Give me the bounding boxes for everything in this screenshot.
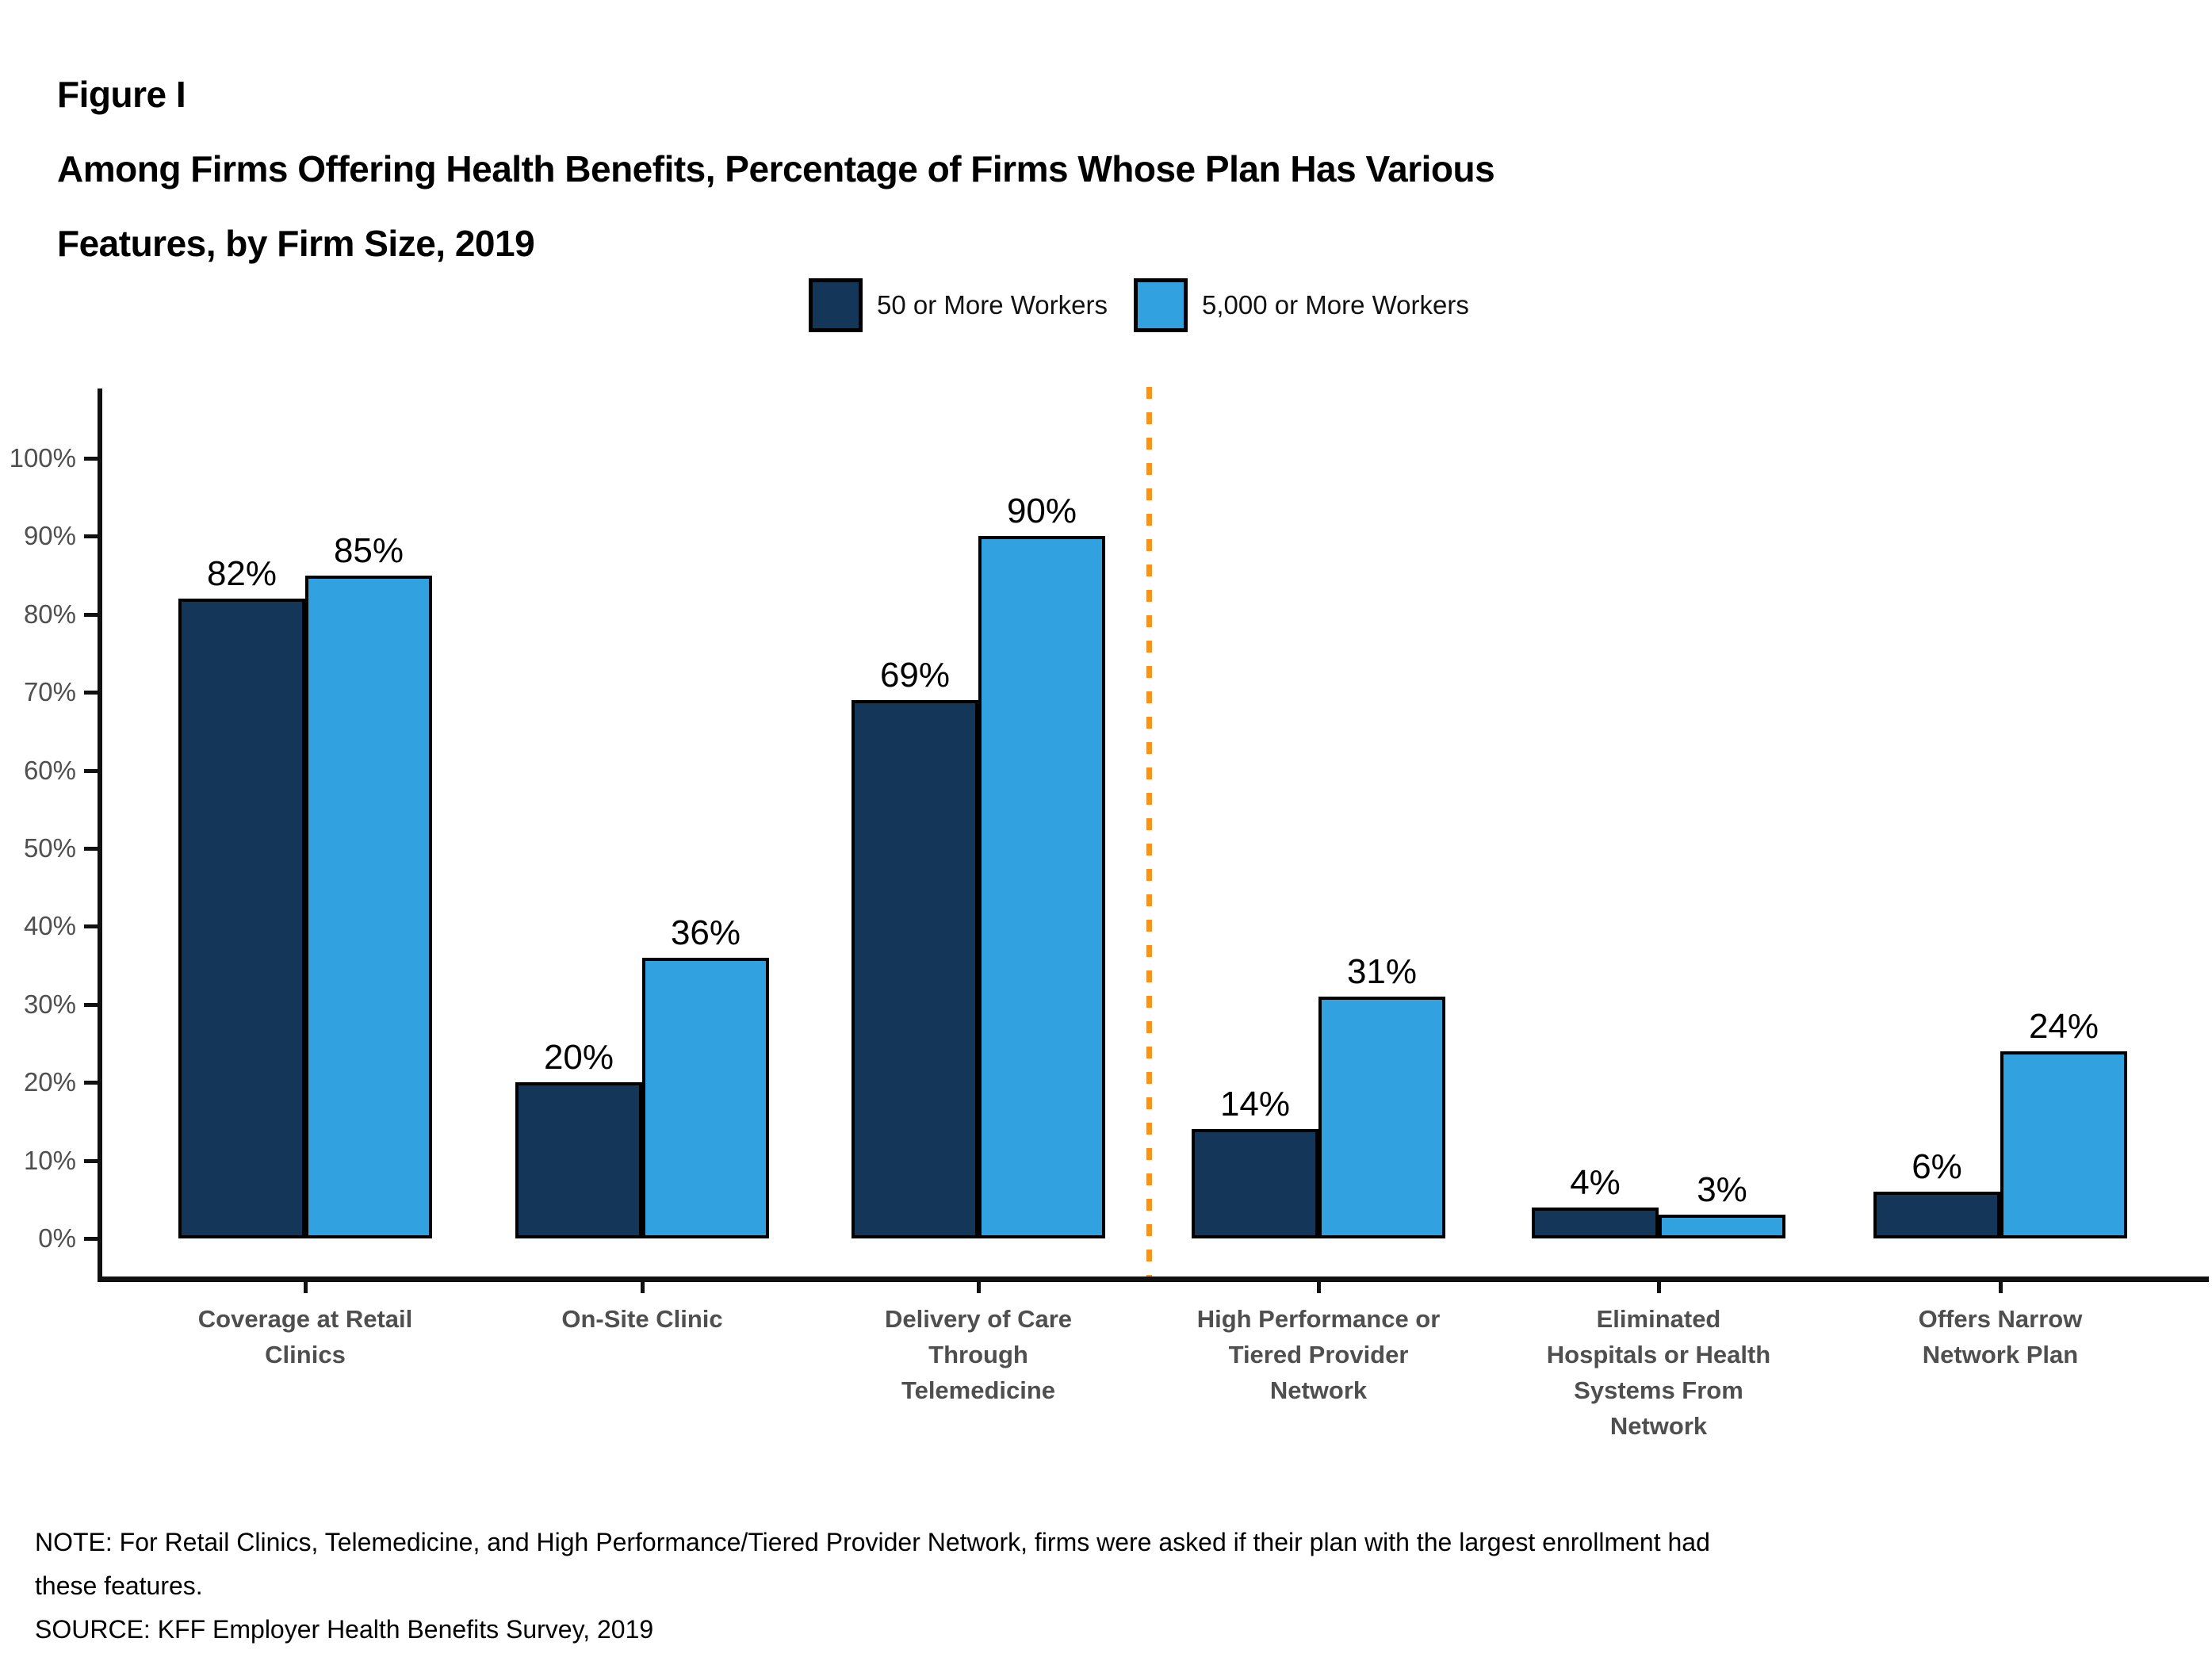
value-label: 82% — [206, 554, 277, 593]
bar — [515, 1082, 642, 1238]
category-label: High Performance or Tiered Provider Netw… — [1196, 1305, 1441, 1404]
category-tick — [641, 1282, 645, 1293]
value-label: 90% — [1006, 492, 1077, 530]
legend-item-50-or-more-workers: 50 or More Workers — [809, 278, 1108, 332]
source-line: SOURCE: KFF Employer Health Benefits Sur… — [35, 1615, 654, 1644]
legend-swatch-5000-or-more-icon — [1133, 278, 1188, 332]
category-tick — [1317, 1282, 1321, 1293]
header: Figure I Among Firms Offering Health Ben… — [57, 57, 1976, 281]
y-tick-label: 10% — [23, 1145, 76, 1175]
value-label: 6% — [1912, 1147, 1962, 1186]
category-label: Coverage at Retail Clinics — [197, 1305, 413, 1368]
category-label: On-Site Clinic — [561, 1305, 723, 1333]
category-label: Delivery of Care Through Telemedicine — [884, 1305, 1073, 1404]
y-tick — [84, 457, 98, 461]
legend-label-50-or-more: 50 or More Workers — [877, 290, 1108, 320]
y-tick — [84, 768, 98, 773]
bar — [1532, 1208, 1659, 1238]
value-label: 85% — [333, 531, 404, 570]
value-label: 31% — [1346, 952, 1418, 991]
note-line-2: these features. — [35, 1571, 203, 1600]
value-label: 24% — [2028, 1007, 2099, 1046]
y-tick-label: 0% — [38, 1223, 76, 1253]
value-label: 3% — [1697, 1170, 1747, 1209]
category-tick — [1657, 1282, 1661, 1293]
y-tick — [84, 1158, 98, 1163]
bar — [178, 599, 305, 1238]
category-label: Offers Narrow Network Plan — [1918, 1305, 2083, 1368]
y-tick — [84, 534, 98, 539]
y-tick-label: 70% — [23, 677, 76, 707]
y-tick-label: 30% — [23, 989, 76, 1019]
y-tick-label: 80% — [23, 599, 76, 629]
bar — [852, 700, 978, 1238]
bar — [978, 536, 1105, 1238]
bar — [1318, 997, 1445, 1238]
note-line-1: NOTE: For Retail Clinics, Telemedicine, … — [35, 1528, 1710, 1556]
value-label: 20% — [543, 1038, 614, 1077]
footnotes: NOTE: For Retail Clinics, Telemedicine, … — [35, 1521, 2096, 1652]
y-tick-label: 90% — [23, 521, 76, 551]
bar — [1659, 1215, 1785, 1238]
y-tick-label: 20% — [23, 1067, 76, 1097]
chart-title-line-1: Among Firms Offering Health Benefits, Pe… — [57, 148, 1495, 189]
category-label: Eliminated Hospitals or Health Systems F… — [1546, 1305, 1771, 1440]
bar — [1192, 1129, 1318, 1238]
y-tick — [84, 847, 98, 851]
y-tick — [84, 691, 98, 695]
y-tick-label: 40% — [23, 911, 76, 941]
y-tick — [84, 924, 98, 929]
legend: 50 or More Workers 5,000 or More Workers — [809, 278, 1469, 332]
y-tick — [84, 1002, 98, 1007]
bar — [642, 958, 769, 1238]
value-label: 4% — [1570, 1163, 1621, 1202]
chart-title-line-2: Features, by Firm Size, 2019 — [57, 223, 535, 264]
value-label: 14% — [1219, 1085, 1291, 1123]
legend-swatch-50-or-more-icon — [809, 278, 863, 332]
y-axis-line — [98, 388, 102, 1282]
y-tick-label: 50% — [23, 833, 76, 863]
category-tick — [977, 1282, 981, 1293]
figure-label: Figure I — [57, 74, 186, 115]
bar — [1873, 1192, 2000, 1238]
x-axis-line — [98, 1276, 2209, 1282]
legend-label-5000-or-more: 5,000 or More Workers — [1201, 290, 1469, 320]
value-label: 36% — [670, 913, 741, 952]
category-tick — [304, 1282, 308, 1293]
legend-item-5000-or-more-workers: 5,000 or More Workers — [1133, 278, 1469, 332]
value-label: 69% — [879, 656, 951, 695]
divider-line — [1146, 387, 1152, 1276]
y-tick-label: 100% — [9, 443, 76, 473]
y-tick — [84, 1081, 98, 1085]
y-tick — [84, 1237, 98, 1241]
category-tick — [1999, 1282, 2003, 1293]
bar — [305, 576, 432, 1238]
bar — [2000, 1051, 2127, 1238]
y-tick — [84, 612, 98, 617]
y-tick-label: 60% — [23, 755, 76, 785]
